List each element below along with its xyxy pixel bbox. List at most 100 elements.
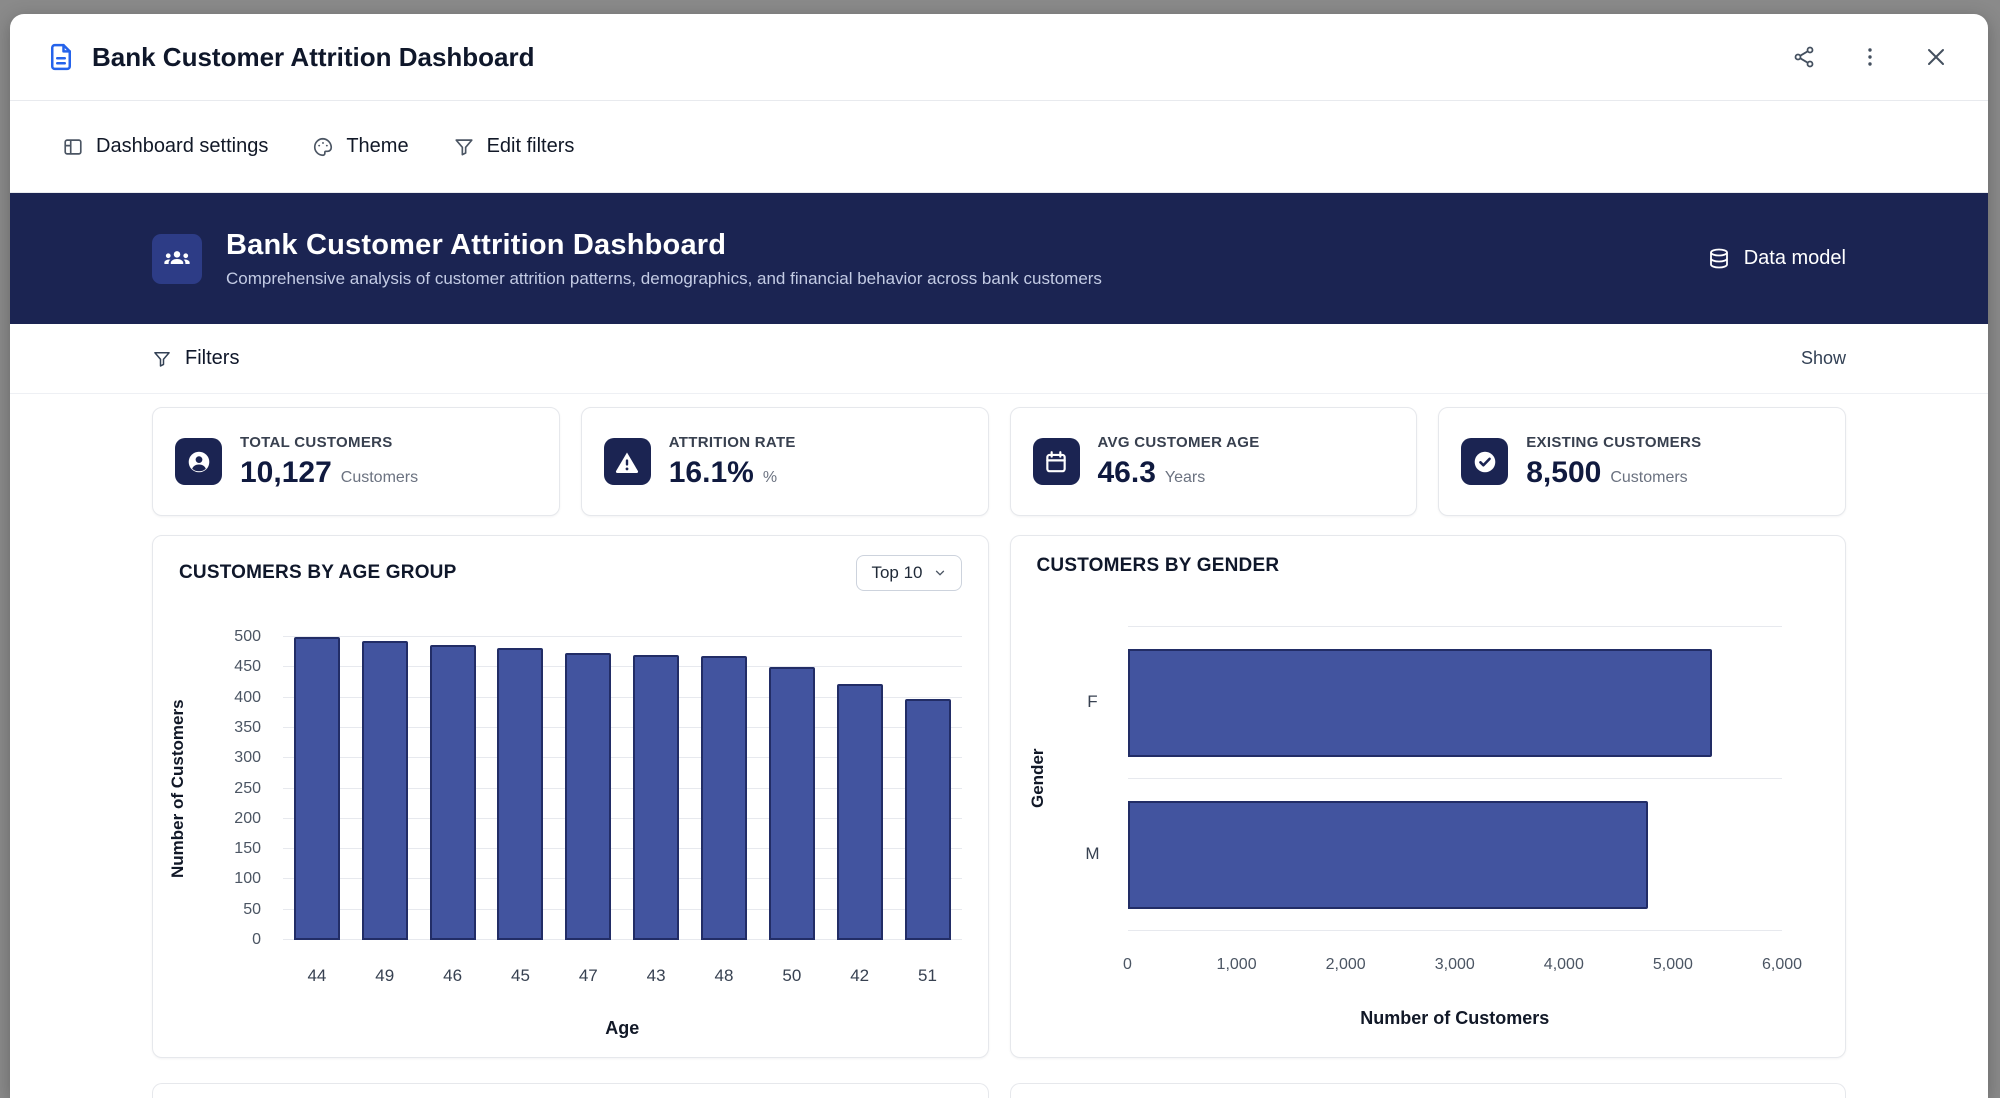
- edit-filters-button[interactable]: Edit filters: [453, 135, 575, 158]
- window-titlebar: Bank Customer Attrition Dashboard: [10, 14, 1988, 101]
- dashboard-settings-button[interactable]: Dashboard settings: [62, 135, 268, 158]
- age-chart-header: CUSTOMERS BY AGE GROUP Top 10: [179, 555, 962, 591]
- age-x-tick: 43: [646, 966, 666, 985]
- gender-bar-M[interactable]: [1127, 800, 1648, 909]
- age-x-tick: 51: [918, 966, 937, 985]
- age-bar-43[interactable]: [633, 655, 680, 940]
- age-x-tick: 42: [850, 966, 870, 985]
- dashboard-settings-label: Dashboard settings: [96, 135, 269, 157]
- age-bar-47[interactable]: [565, 652, 612, 940]
- edit-filters-label: Edit filters: [486, 135, 575, 157]
- user-circle-icon: [175, 438, 222, 485]
- close-button[interactable]: [1920, 41, 1952, 73]
- gender-bar-F[interactable]: [1127, 648, 1712, 757]
- filters-bar: Filters Show: [10, 324, 1988, 394]
- age-y-ticks: 0 50 100 150 200 250 300 350 400 450 500: [153, 628, 261, 948]
- gender-y-axis-title: Gender: [1027, 748, 1047, 808]
- more-options-button[interactable]: [1854, 41, 1886, 73]
- kpi-unit: Customers: [340, 468, 419, 486]
- age-x-tick: 45: [510, 966, 530, 985]
- panel-layout-icon: [62, 136, 84, 158]
- age-bar-46[interactable]: [429, 645, 476, 940]
- data-model-button[interactable]: Data model: [1707, 247, 1846, 271]
- gender-x-tick: 2,000: [1325, 956, 1366, 973]
- age-y-tick: 200: [234, 809, 261, 827]
- gender-x-axis-title: Number of Customers: [1360, 1008, 1550, 1028]
- filters-label: Filters: [185, 347, 240, 369]
- kpi-value: 10,127: [240, 455, 332, 489]
- age-bar-42[interactable]: [836, 683, 883, 940]
- dashboard-banner: Bank Customer Attrition Dashboard Compre…: [10, 193, 1988, 324]
- gender-chart-header: CUSTOMERS BY GENDER: [1037, 555, 1820, 577]
- banner-subtitle: Comprehensive analysis of customer attri…: [226, 268, 1102, 288]
- age-chart-title: CUSTOMERS BY AGE GROUP: [179, 562, 457, 583]
- age-bar-48[interactable]: [700, 656, 747, 940]
- age-gridline: [283, 666, 962, 668]
- gender-x-tick: 3,000: [1434, 956, 1475, 973]
- age-bar-slot: 50: [758, 637, 826, 985]
- gender-x-ticks: 0 1,000 2,000 3,000 4,000 5,000 6,000: [1123, 956, 1802, 978]
- age-bar-51[interactable]: [904, 698, 951, 940]
- age-x-tick: 48: [714, 966, 734, 985]
- age-chart-card: CUSTOMERS BY AGE GROUP Top 10 Number of …: [152, 535, 989, 1058]
- share-button[interactable]: [1788, 41, 1820, 73]
- age-bar-slot: 42: [826, 637, 894, 985]
- age-y-tick: 150: [234, 840, 261, 858]
- age-x-tick: 50: [782, 966, 802, 985]
- gender-y-tick: F: [1087, 692, 1098, 711]
- kpi-value: 16.1%: [668, 455, 754, 489]
- age-bar-50[interactable]: [768, 667, 815, 940]
- kpi-card-total-customers: TOTAL CUSTOMERS 10,127 Customers: [152, 407, 560, 516]
- age-y-tick: 50: [243, 900, 261, 918]
- kpi-label: TOTAL CUSTOMERS: [240, 433, 393, 451]
- gender-x-tick: 6,000: [1761, 956, 1803, 973]
- gender-band: [1127, 779, 1782, 931]
- age-y-tick: 400: [234, 688, 261, 706]
- age-chart-plot: 44 49 46 45 47 43 48 50 42 51: [283, 636, 962, 985]
- age-gridline: [283, 939, 962, 940]
- age-x-tick: 49: [375, 966, 395, 985]
- window-title: Bank Customer Attrition Dashboard: [92, 41, 535, 72]
- age-bar-slot: 51: [894, 637, 962, 985]
- share-icon: [1792, 45, 1816, 69]
- dashboard-toolbar: Dashboard settings Theme Edit filters: [10, 101, 1988, 193]
- app-window: Bank Customer Attrition Dashboard: [10, 14, 1988, 1098]
- filters-show-button[interactable]: Show: [1800, 348, 1846, 368]
- age-y-tick: 100: [234, 870, 261, 888]
- kpi-row: TOTAL CUSTOMERS 10,127 Customers: [152, 407, 1846, 516]
- titlebar-actions: [1788, 41, 1952, 73]
- age-gridline: [283, 908, 962, 910]
- top-n-dropdown[interactable]: Top 10: [856, 555, 962, 591]
- age-bar-slot: 49: [351, 637, 419, 985]
- age-gridline: [283, 636, 962, 637]
- age-bar-slot: 48: [690, 637, 758, 985]
- gender-x-tick: 1,000: [1216, 956, 1257, 973]
- kpi-unit: %: [762, 468, 778, 486]
- age-y-tick: 300: [234, 749, 261, 767]
- age-x-tick: 46: [443, 966, 463, 985]
- dashboard-icon-tile: [152, 233, 202, 284]
- age-gridline: [283, 878, 962, 880]
- kpi-text: AVG CUSTOMER AGE 46.3 Years: [1098, 434, 1260, 490]
- age-gridline: [283, 696, 962, 698]
- age-y-tick: 250: [234, 779, 261, 797]
- close-icon: [1924, 45, 1948, 69]
- age-bar-44[interactable]: [293, 637, 340, 940]
- kpi-label: ATTRITION RATE: [668, 433, 796, 451]
- partial-card-left: [152, 1083, 989, 1098]
- funnel-icon: [453, 136, 475, 158]
- age-bar-45[interactable]: [497, 647, 544, 940]
- theme-button[interactable]: Theme: [312, 135, 409, 158]
- age-gridline: [283, 848, 962, 850]
- age-bar-slot: 47: [554, 637, 622, 985]
- database-icon: [1707, 247, 1731, 271]
- kpi-card-attrition-rate: ATTRITION RATE 16.1% %: [580, 407, 989, 516]
- gender-plot: [1127, 626, 1782, 931]
- age-bar-slot: 46: [419, 637, 487, 985]
- banner-title: Bank Customer Attrition Dashboard: [226, 228, 727, 261]
- age-bar-49[interactable]: [361, 641, 408, 940]
- dashboard-content: TOTAL CUSTOMERS 10,127 Customers: [10, 394, 1988, 1098]
- kpi-text: EXISTING CUSTOMERS 8,500 Customers: [1526, 434, 1701, 490]
